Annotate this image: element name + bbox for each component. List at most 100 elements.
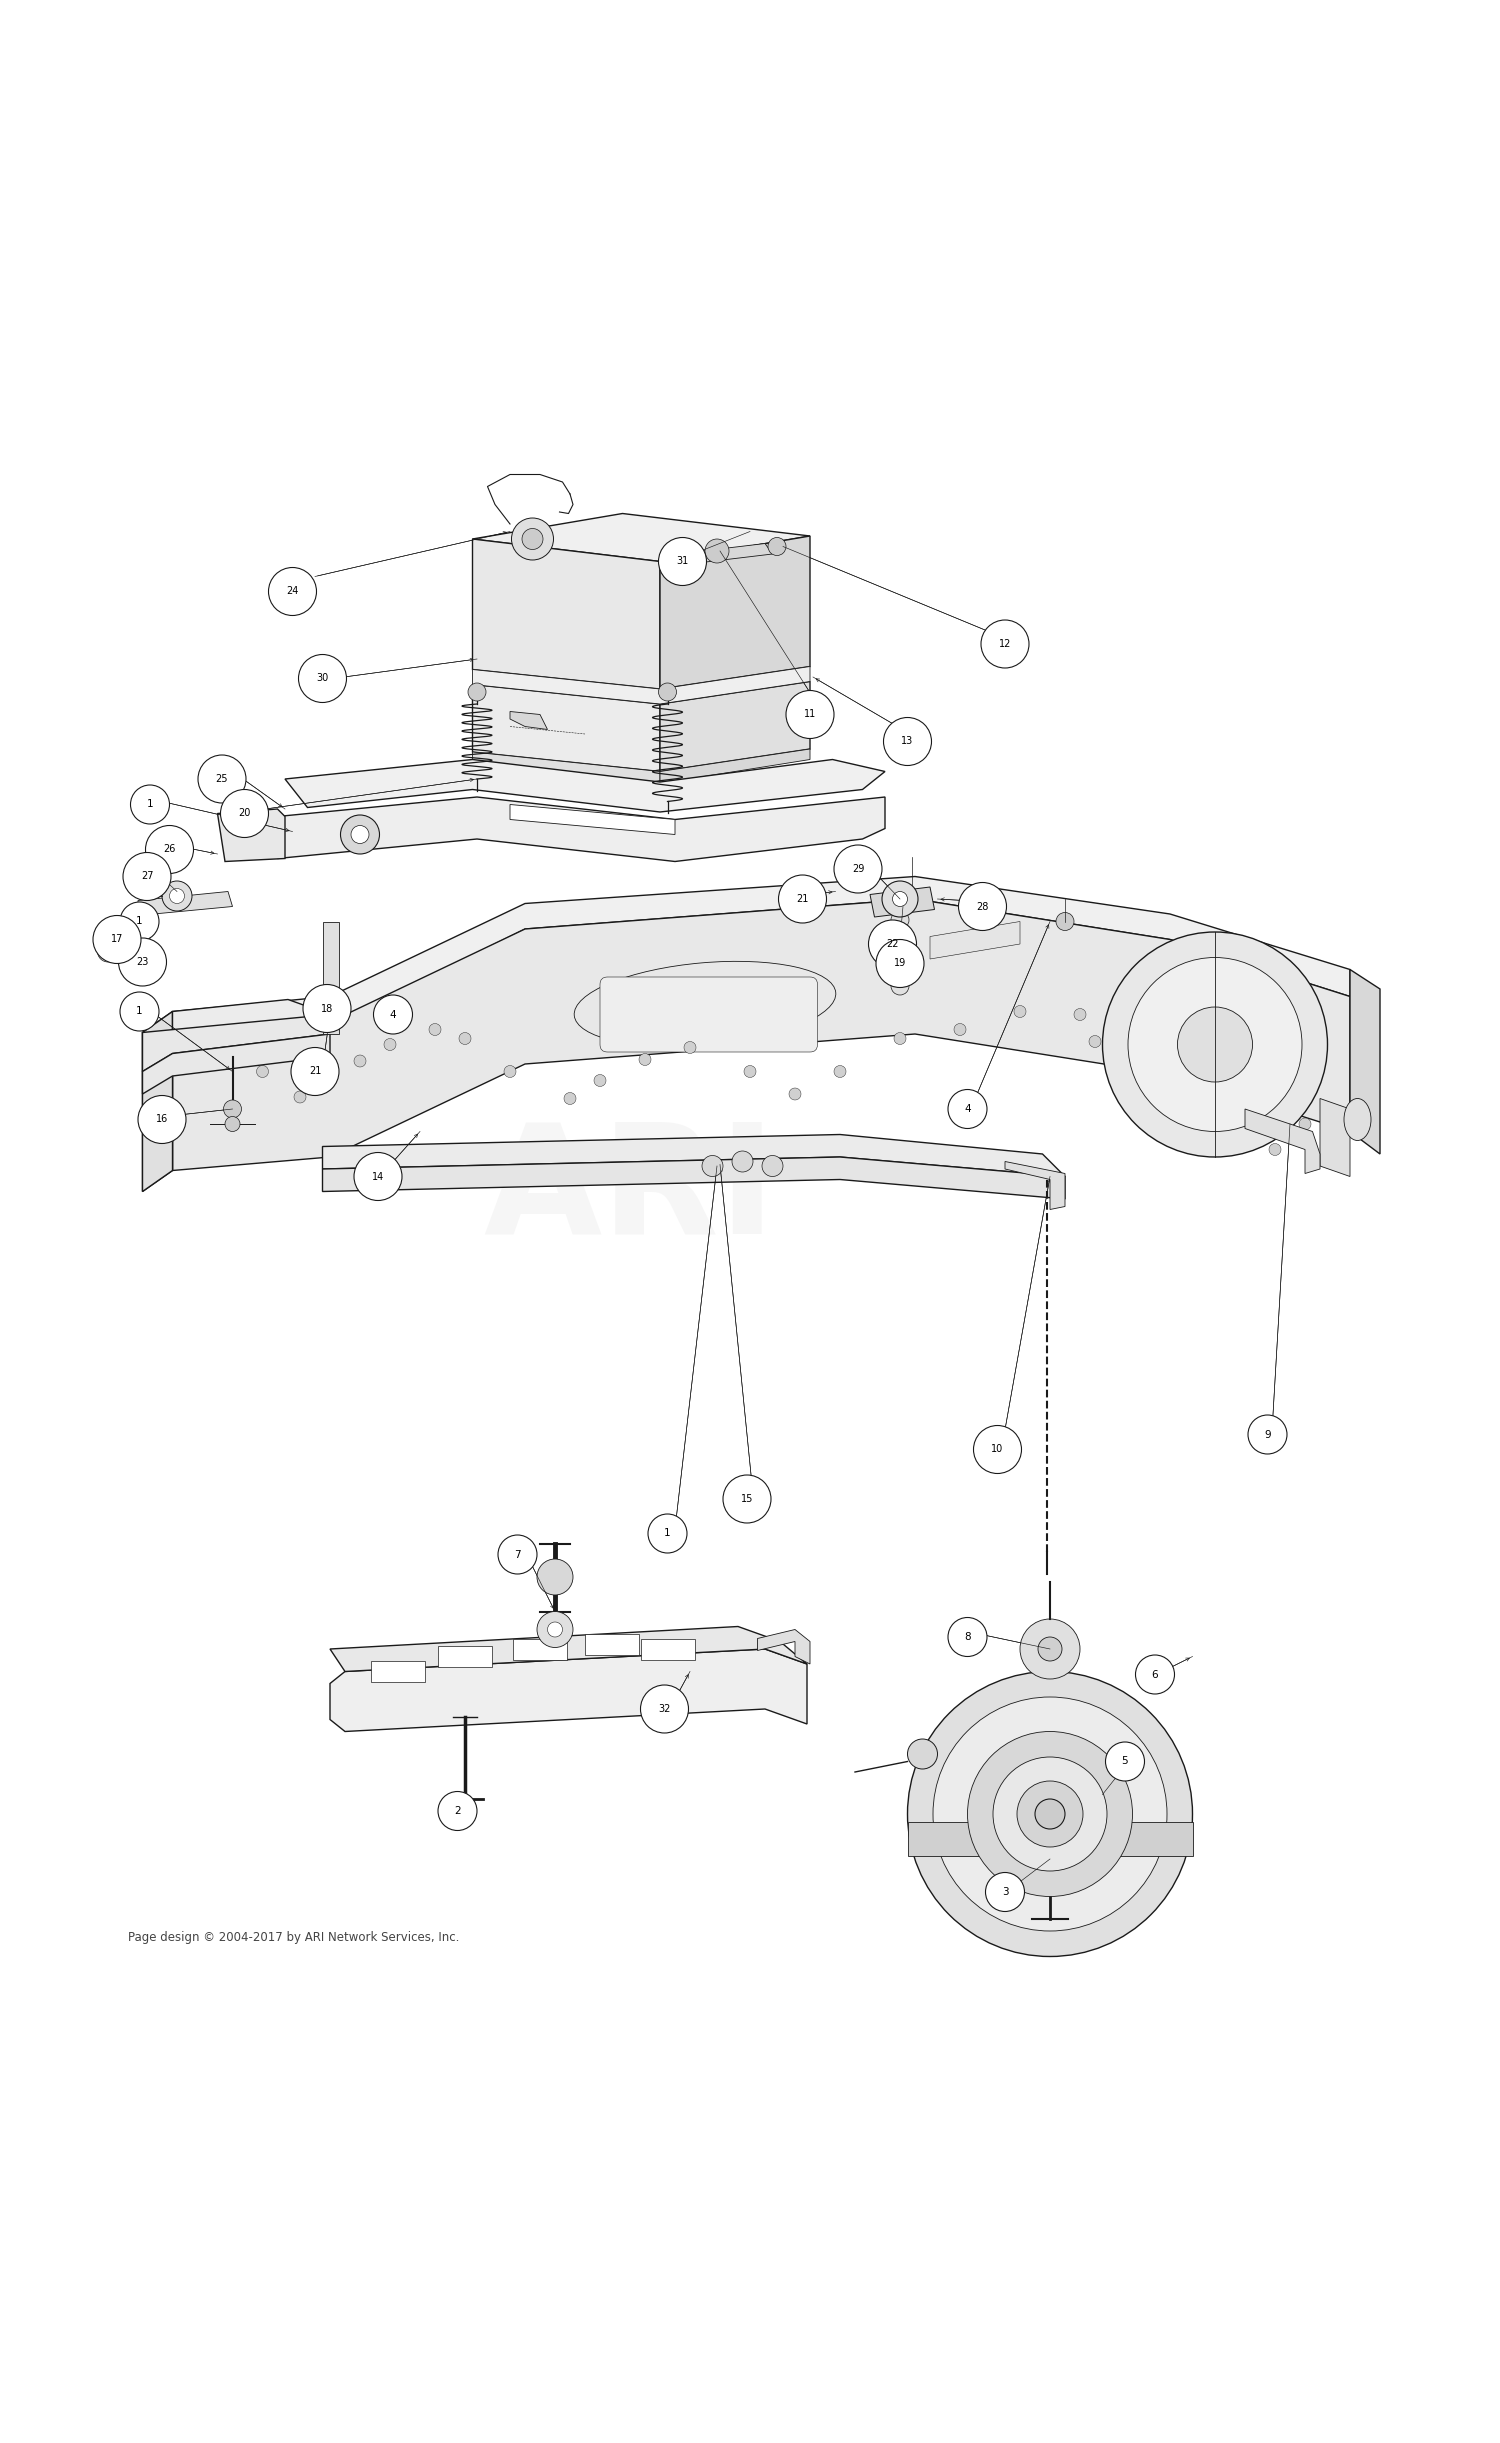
- Circle shape: [908, 1671, 1192, 1957]
- Text: 17: 17: [111, 936, 123, 945]
- Text: 27: 27: [141, 872, 153, 882]
- Circle shape: [354, 1055, 366, 1068]
- Text: 28: 28: [976, 901, 988, 911]
- Polygon shape: [438, 1647, 492, 1666]
- Text: 9: 9: [1264, 1429, 1270, 1439]
- Text: 1: 1: [136, 1007, 142, 1016]
- Circle shape: [120, 901, 159, 941]
- Circle shape: [498, 1534, 537, 1573]
- Circle shape: [968, 1732, 1132, 1896]
- Polygon shape: [472, 667, 810, 704]
- Circle shape: [658, 537, 706, 586]
- Polygon shape: [690, 542, 772, 562]
- Circle shape: [294, 1092, 306, 1102]
- Circle shape: [198, 755, 246, 804]
- Circle shape: [891, 977, 909, 994]
- Polygon shape: [172, 877, 1350, 1036]
- Circle shape: [702, 1156, 723, 1178]
- Circle shape: [384, 1038, 396, 1050]
- Polygon shape: [870, 887, 934, 916]
- Circle shape: [974, 1427, 1022, 1473]
- Circle shape: [234, 1026, 246, 1038]
- Text: 26: 26: [164, 845, 176, 855]
- Polygon shape: [510, 804, 675, 836]
- Polygon shape: [1320, 1099, 1350, 1178]
- Circle shape: [658, 684, 676, 701]
- Text: 16: 16: [156, 1114, 168, 1124]
- Circle shape: [1134, 1072, 1146, 1085]
- Polygon shape: [278, 796, 885, 862]
- Text: 25: 25: [216, 774, 228, 784]
- Text: 11: 11: [804, 708, 816, 721]
- Circle shape: [648, 1515, 687, 1554]
- Circle shape: [1074, 1009, 1086, 1021]
- Circle shape: [1269, 1143, 1281, 1156]
- Circle shape: [459, 1033, 471, 1046]
- Circle shape: [1248, 1414, 1287, 1454]
- Text: 4: 4: [390, 1009, 396, 1019]
- Circle shape: [564, 1092, 576, 1104]
- Circle shape: [522, 528, 543, 550]
- Polygon shape: [1005, 1160, 1065, 1209]
- Polygon shape: [660, 535, 810, 689]
- Polygon shape: [472, 752, 660, 784]
- Circle shape: [1102, 931, 1328, 1158]
- Text: 10: 10: [992, 1444, 1004, 1454]
- Circle shape: [504, 1065, 516, 1077]
- Polygon shape: [142, 1011, 172, 1192]
- Polygon shape: [1350, 970, 1380, 1153]
- Circle shape: [778, 875, 826, 923]
- Circle shape: [537, 1559, 573, 1595]
- Polygon shape: [142, 1033, 330, 1094]
- Text: 19: 19: [894, 958, 906, 967]
- Polygon shape: [172, 899, 1350, 1170]
- Circle shape: [429, 1024, 441, 1036]
- Text: 1: 1: [147, 799, 153, 809]
- Circle shape: [537, 1612, 573, 1647]
- Circle shape: [723, 1476, 771, 1522]
- Circle shape: [548, 1622, 562, 1637]
- Circle shape: [1164, 1094, 1176, 1107]
- Circle shape: [732, 1151, 753, 1173]
- Circle shape: [354, 1153, 402, 1200]
- Circle shape: [882, 882, 918, 916]
- Circle shape: [891, 955, 909, 975]
- Polygon shape: [660, 682, 810, 772]
- Circle shape: [1014, 1007, 1026, 1016]
- Circle shape: [351, 826, 369, 843]
- Circle shape: [954, 1024, 966, 1036]
- Circle shape: [768, 537, 786, 555]
- Text: 21: 21: [796, 894, 808, 904]
- Circle shape: [120, 992, 159, 1031]
- Circle shape: [340, 816, 380, 855]
- Circle shape: [118, 938, 166, 987]
- Circle shape: [868, 921, 916, 967]
- Text: 32: 32: [658, 1705, 670, 1715]
- Circle shape: [948, 1090, 987, 1129]
- Text: 24: 24: [286, 586, 298, 596]
- Polygon shape: [322, 921, 339, 1033]
- Circle shape: [298, 655, 346, 704]
- Text: 1: 1: [136, 916, 142, 926]
- Circle shape: [834, 1065, 846, 1077]
- Text: 4: 4: [964, 1104, 970, 1114]
- Polygon shape: [513, 1639, 567, 1659]
- Circle shape: [1134, 1021, 1146, 1033]
- Text: 14: 14: [372, 1173, 384, 1182]
- Circle shape: [268, 567, 316, 616]
- Text: 30: 30: [316, 674, 328, 684]
- Circle shape: [98, 941, 118, 963]
- Text: 23: 23: [136, 958, 148, 967]
- Circle shape: [834, 845, 882, 894]
- Text: 1: 1: [664, 1529, 670, 1539]
- Circle shape: [1136, 1654, 1174, 1693]
- Text: ARI: ARI: [483, 1116, 777, 1265]
- Text: 18: 18: [321, 1004, 333, 1014]
- Circle shape: [639, 1053, 651, 1065]
- Text: 21: 21: [309, 1068, 321, 1077]
- Circle shape: [512, 518, 554, 559]
- Circle shape: [170, 889, 184, 904]
- Polygon shape: [138, 892, 232, 916]
- Circle shape: [933, 1698, 1167, 1930]
- Circle shape: [1224, 1129, 1236, 1141]
